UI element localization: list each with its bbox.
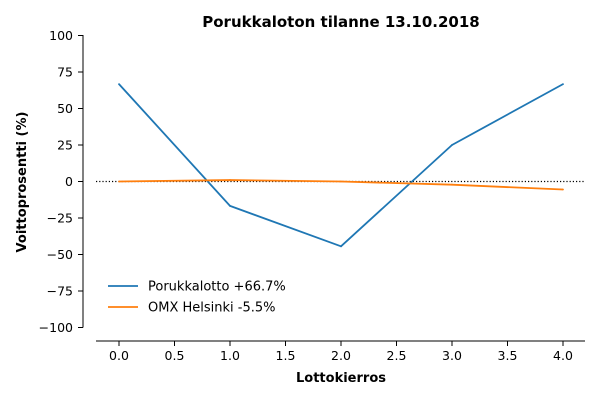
data-point <box>340 245 342 248</box>
legend-label: Porukkalotto +66.7% <box>148 280 286 295</box>
series-layer <box>118 83 564 248</box>
y-tick-label: 25 <box>57 138 73 153</box>
y-tick-label: −50 <box>47 247 73 262</box>
x-tick-label: 1.0 <box>220 348 240 363</box>
data-point <box>562 83 564 86</box>
data-point <box>229 204 231 207</box>
data-point <box>451 183 453 186</box>
legend-label: OMX Helsinki -5.5% <box>148 301 276 316</box>
x-tick-label: 0.0 <box>109 348 129 363</box>
y-tick-label: 50 <box>57 101 73 116</box>
x-tick-label: 2.5 <box>387 348 407 363</box>
y-tick-label: 100 <box>49 28 73 43</box>
series-line-0 <box>118 83 564 248</box>
y-tick-label: −75 <box>47 284 73 299</box>
y-axis-label: Voittoprosentti (%) <box>15 112 30 253</box>
x-tick-label: 3.0 <box>442 348 462 363</box>
data-point <box>562 188 564 191</box>
data-point <box>451 144 453 146</box>
x-axis-label: Lottokierros <box>296 371 386 386</box>
x-tick-label: 0.5 <box>165 348 185 363</box>
data-point <box>229 179 231 181</box>
chart-title: Porukkaloton tilanne 13.10.2018 <box>202 13 480 31</box>
y-tick-label: 75 <box>57 65 73 80</box>
y-tick-label: −25 <box>47 211 73 226</box>
y-tick-label: 0 <box>65 174 73 189</box>
legend: Porukkalotto +66.7% OMX Helsinki -5.5% <box>108 280 286 316</box>
x-tick-label: 3.5 <box>498 348 518 363</box>
data-point <box>118 83 120 86</box>
data-point <box>118 180 120 183</box>
x-axis-ticks: 0.0 0.5 1.0 1.5 2.0 2.5 3.0 3.5 4.0 <box>109 341 573 363</box>
y-axis-ticks: 100 75 50 25 0 −25 −50 −75 −100 <box>39 28 83 335</box>
x-tick-label: 1.5 <box>276 348 296 363</box>
data-point <box>340 180 342 183</box>
x-tick-label: 4.0 <box>553 348 573 363</box>
x-tick-label: 2.0 <box>331 348 351 363</box>
y-tick-label: −100 <box>39 320 73 335</box>
